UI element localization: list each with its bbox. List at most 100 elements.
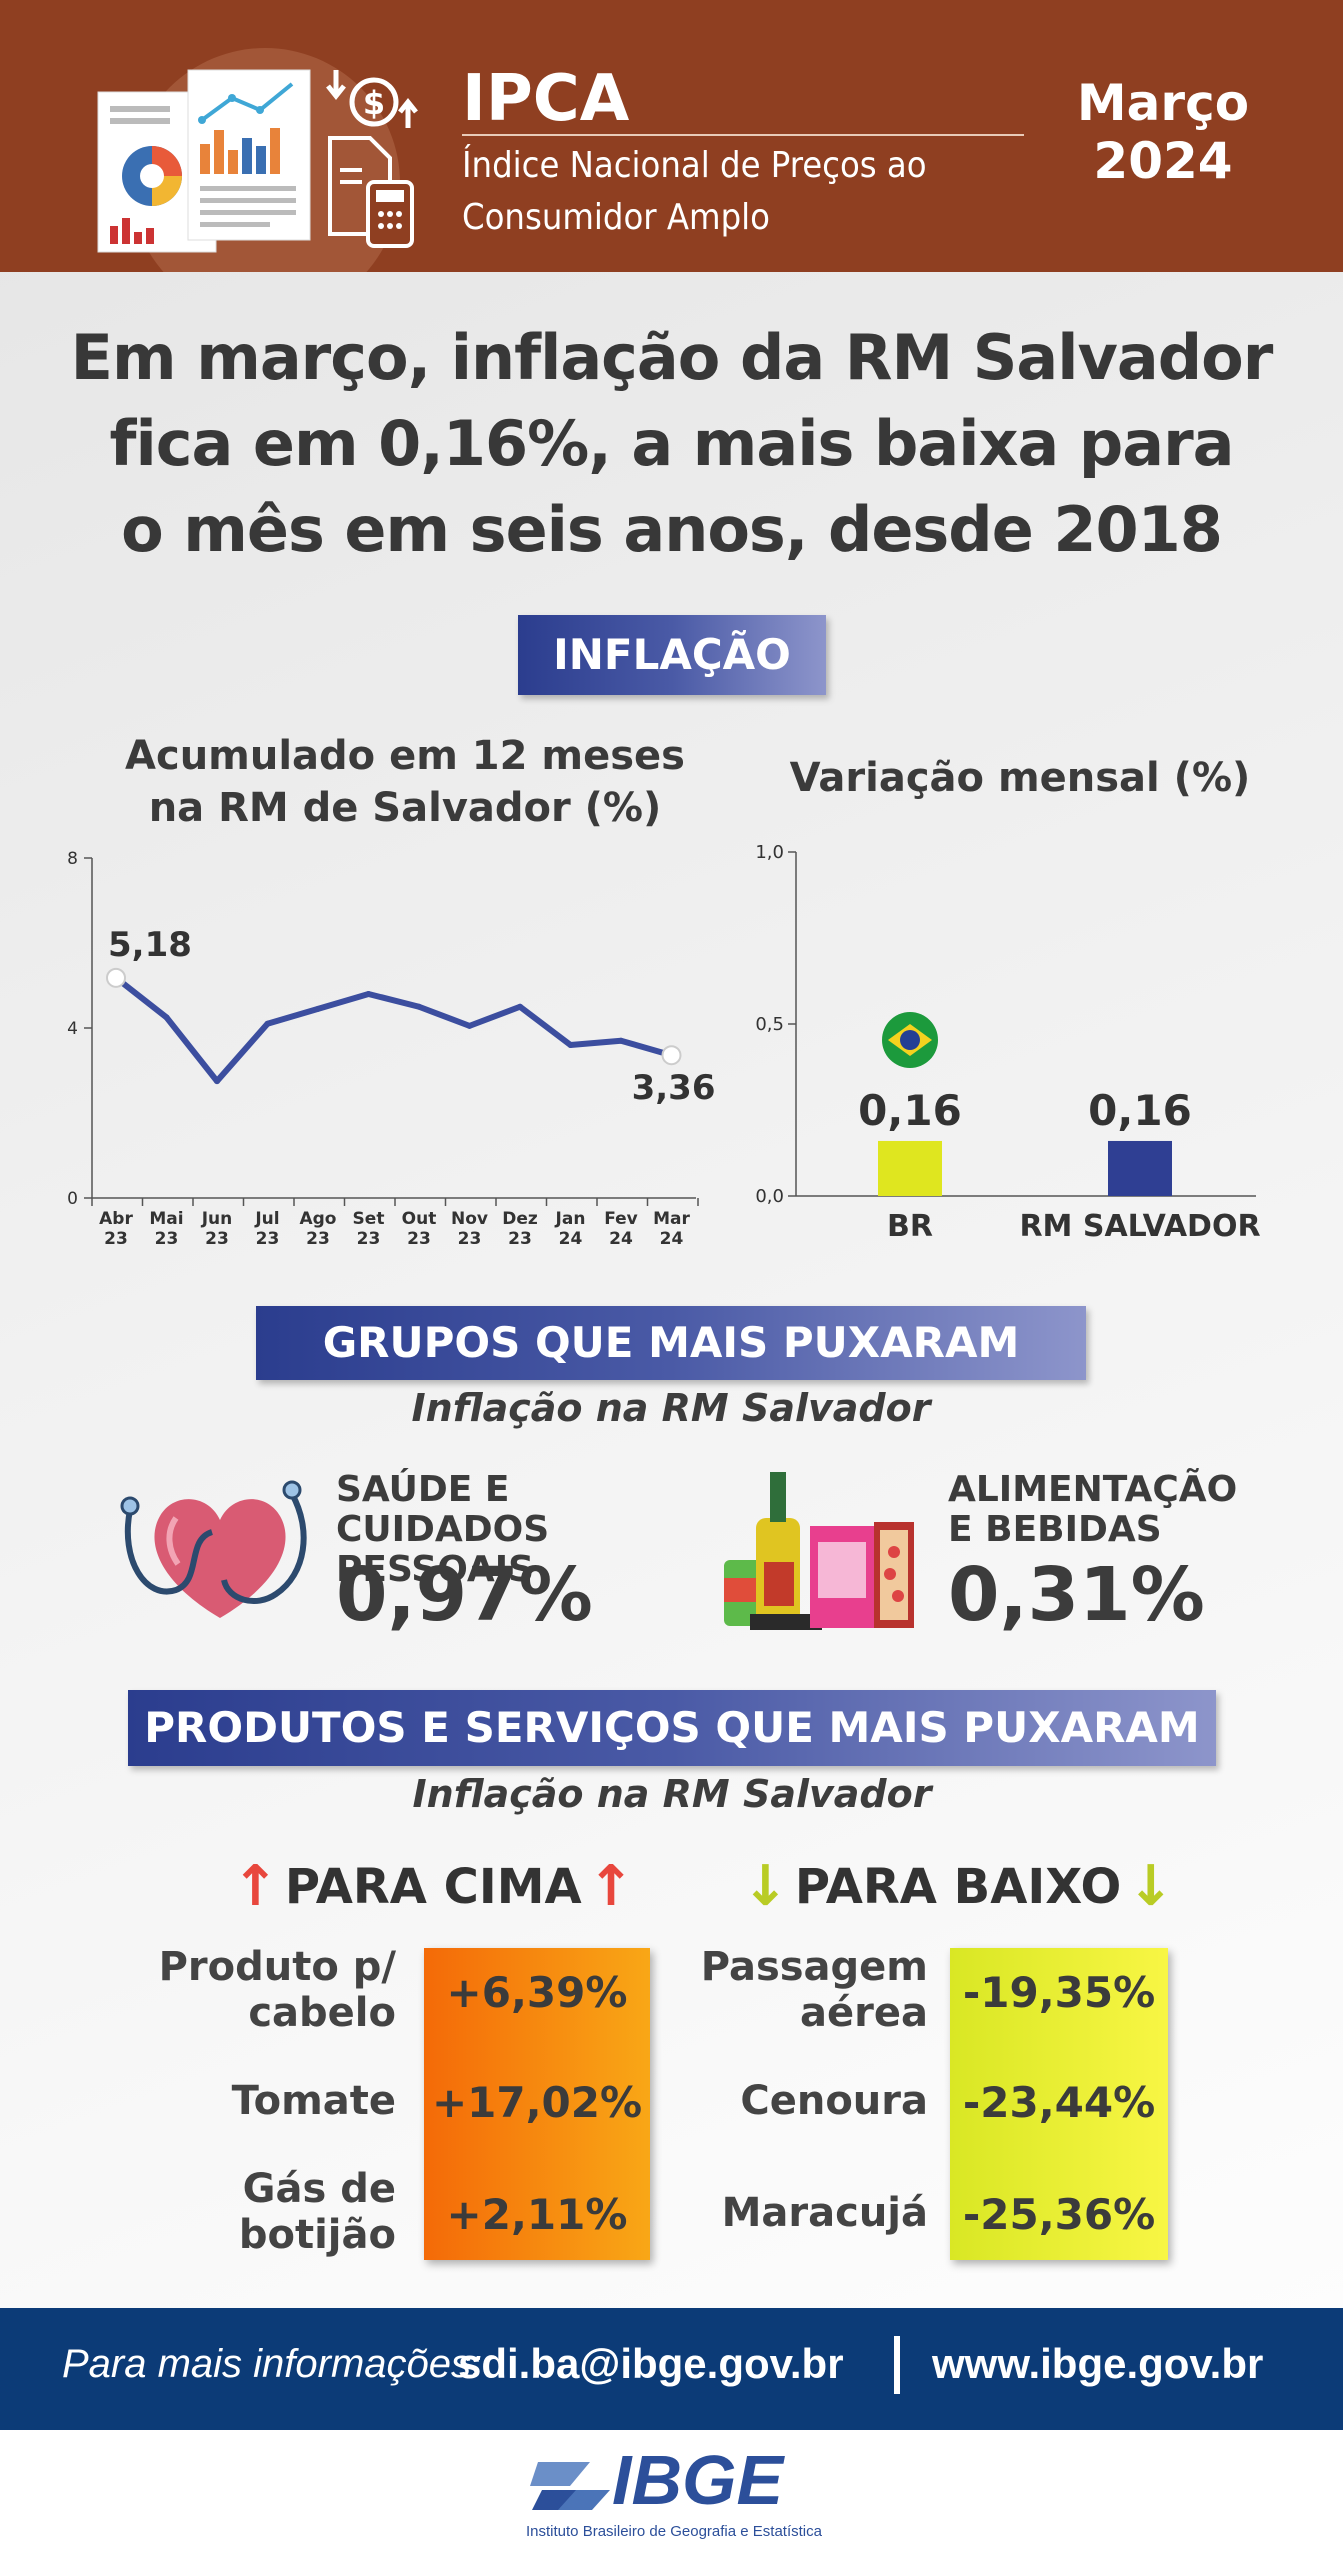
brazil-flag-globe [900, 1030, 920, 1050]
para-cima-heading: ↑ PARA CIMA ↑ [232, 1854, 635, 1919]
up-item-name: Tomate [231, 2078, 396, 2124]
x-tick-label: Out [402, 1209, 437, 1229]
x-tick-label: Mai [149, 1209, 183, 1229]
x-tick-label: Ago [299, 1209, 336, 1229]
down-item-value: -25,36% [962, 2190, 1156, 2239]
food-drinks-icon [724, 1472, 914, 1630]
down-item-value: -19,35% [962, 1968, 1156, 2017]
up-item-name-line2: cabelo [248, 1990, 396, 2036]
para-baixo-heading: ↓ PARA BAIXO ↓ [742, 1854, 1174, 1919]
footer-bar [0, 2308, 1343, 2430]
down-item-name-line1: Passagem [700, 1944, 928, 1990]
group-alimentacao-value: 0,31% [948, 1552, 1205, 1638]
y-tick-label: 1,0 [755, 842, 784, 863]
svg-text:$: $ [363, 84, 385, 122]
x-tick-label: Mar [653, 1209, 690, 1229]
ipca-reports-icon: $ [97, 69, 418, 253]
para-cima-label: PARA CIMA [284, 1858, 582, 1915]
y-tick-label: 8 [67, 849, 78, 869]
x-tick-label: Fev [604, 1209, 638, 1229]
bar-chart: 1,0 0,5 0,0 0,16 BR 0,16 RM SALVADOR [755, 842, 1260, 1244]
header-divider [462, 134, 1024, 136]
group-saude-label: SAÚDE E CUIDADOS PESSOAIS [336, 1470, 716, 1590]
x-tick-label: Abr [99, 1209, 133, 1229]
para-baixo-label: PARA BAIXO [794, 1858, 1122, 1915]
x-tick-label-year: 23 [205, 1229, 229, 1249]
ibge-logo-fullname: Instituto Brasileiro de Geografia e Esta… [526, 2523, 822, 2540]
bar-value-label: 0,16 [858, 1086, 962, 1135]
period-year: 2024 [1093, 132, 1233, 190]
up-item-name-line2: botijão [238, 2212, 396, 2258]
line-chart: 840Abr23Mai23Jun23Jul23Ago23Set23Out23No… [67, 849, 716, 1249]
up-values-box [424, 1948, 650, 2260]
up-item-name-line1: Produto p/ [158, 1944, 396, 1990]
data-label-last: 3,36 [632, 1068, 716, 1108]
bar-chart-title: Variação mensal (%) [789, 755, 1251, 801]
data-point [466, 1022, 473, 1029]
group-saude-label-line2: PESSOAIS [336, 1549, 535, 1590]
headline-line2: fica em 0,16%, a mais baixa para [109, 407, 1235, 480]
group-alimentacao-label-line1: ALIMENTAÇÃO [948, 1469, 1238, 1510]
bar [1108, 1140, 1172, 1196]
headline-line3: o mês em seis anos, desde 2018 [121, 493, 1223, 566]
up-item-value: +6,39% [446, 1968, 628, 2017]
footer-separator [894, 2336, 900, 2394]
produtos-banner: PRODUTOS E SERVIÇOS QUE MAIS PUXARAM [128, 1690, 1216, 1766]
bar-category-label: RM SALVADOR [1019, 1209, 1260, 1244]
arrow-down-icon: ↓ [1127, 1854, 1175, 1919]
x-tick-label-year: 23 [407, 1229, 431, 1249]
up-item-name-line1: Gás de [242, 2166, 396, 2212]
down-values-box [950, 1948, 1168, 2260]
x-tick-label: Set [353, 1209, 385, 1229]
down-item-name: Cenoura [740, 2078, 928, 2124]
group-saude-value: 0,97% [336, 1552, 593, 1638]
data-point [416, 1003, 422, 1010]
down-item-value: -23,44% [962, 2078, 1156, 2127]
x-tick-label: Jun [201, 1209, 233, 1229]
data-point [661, 1045, 682, 1066]
up-item-value: +17,02% [431, 2078, 643, 2127]
x-tick-label-year: 23 [508, 1229, 532, 1249]
arrow-up-icon: ↑ [232, 1854, 279, 1919]
data-point [214, 1078, 220, 1085]
group-saude-label-line1: SAÚDE E CUIDADOS [336, 1469, 550, 1550]
data-point [163, 1014, 170, 1021]
bar-value-label: 0,16 [1088, 1086, 1192, 1135]
headline-line1: Em março, inflação da RM Salvador [70, 321, 1274, 394]
x-tick-label-year: 23 [458, 1229, 482, 1249]
logo-strip [0, 2430, 1343, 2560]
line-chart-title-line1: Acumulado em 12 meses [125, 733, 685, 779]
data-point [264, 1020, 271, 1027]
group-alimentacao-label: ALIMENTAÇÃO E BEBIDAS [948, 1470, 1288, 1550]
data-point [567, 1042, 574, 1048]
ibge-logo-icon [530, 2462, 610, 2510]
x-tick-label-year: 23 [155, 1229, 179, 1249]
series-line [114, 975, 673, 1085]
produtos-subtitle: Inflação na RM Salvador [412, 1772, 932, 1816]
ipca-subtitle-line1: Índice Nacional de Preços ao [462, 145, 927, 186]
data-point [315, 1005, 321, 1012]
bar-category-label: BR [887, 1209, 933, 1244]
ibge-logo-text: IBGE [612, 2441, 784, 2519]
ipca-subtitle: Índice Nacional de Preços ao Consumidor … [462, 140, 1022, 244]
up-item-name: Produto p/ cabelo [120, 1944, 396, 2036]
x-tick-label-year: 23 [104, 1229, 128, 1249]
x-tick-label-year: 24 [559, 1229, 583, 1249]
inflacao-banner: INFLAÇÃO [518, 615, 826, 695]
down-item-name: Maracujá [721, 2190, 928, 2236]
headline: Em março, inflação da RM Salvador fica e… [60, 315, 1283, 573]
y-tick-label: 0,0 [755, 1186, 784, 1207]
grupos-banner: GRUPOS QUE MAIS PUXARAM [256, 1306, 1086, 1380]
arrow-up-icon: ↑ [587, 1854, 635, 1919]
x-tick-label-year: 24 [609, 1229, 633, 1249]
footer-site-link[interactable]: www.ibge.gov.br [932, 2340, 1264, 2387]
line-chart-title-line2: na RM de Salvador (%) [148, 785, 662, 831]
down-item-name-line2: aérea [800, 1990, 928, 2036]
y-tick-label: 4 [67, 1019, 78, 1039]
up-item-name: Gás de botijão [120, 2166, 396, 2258]
data-point [618, 1037, 624, 1044]
x-tick-label: Jan [555, 1209, 586, 1229]
grupos-subtitle: Inflação na RM Salvador [411, 1386, 931, 1430]
footer-email-link[interactable]: sdi.ba@ibge.gov.br [458, 2340, 844, 2387]
period: Março 2024 [1058, 74, 1268, 190]
